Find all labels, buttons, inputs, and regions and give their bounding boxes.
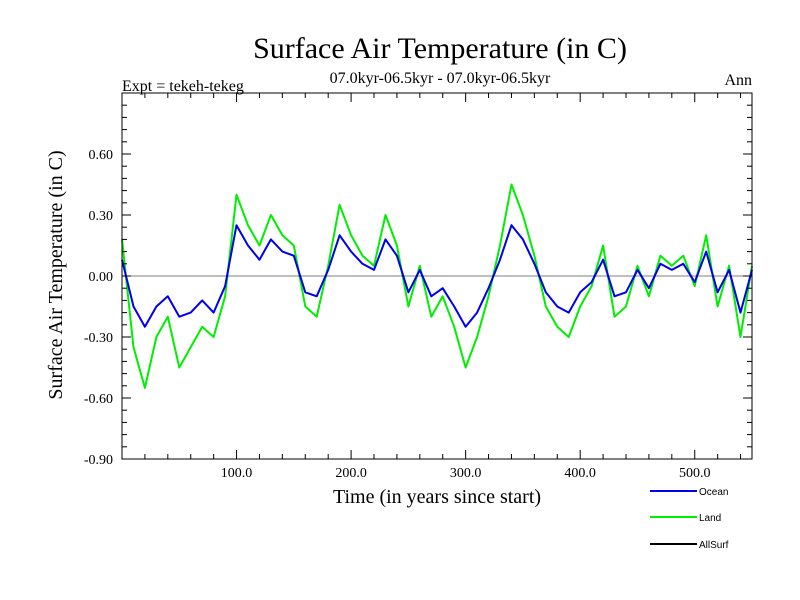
y-tick-label: 0.30 [89,209,114,224]
y-tick-label: 0.00 [89,270,114,285]
x-tick-label: 300.0 [450,466,482,481]
period-label: Ann [724,72,752,89]
chart-title: Surface Air Temperature (in C) [253,32,627,65]
legend-label-allsurf: AllSurf [699,540,729,551]
y-tick-label: -0.90 [84,453,113,468]
x-tick-label: 500.0 [679,466,711,481]
series-layer [121,183,753,389]
tick-layer: 100.0 200.0 300.0 400.0 500.0 -0.90 -0.60 -0.30… [84,93,752,481]
legend-label-land: Land [699,513,721,524]
chart-subtitle: 07.0kyr-06.5kyr - 07.0kyr-06.5kyr [330,70,551,87]
y-tick-label: -0.30 [84,331,113,346]
y-axis-label: Surface Air Temperature (in C) [45,150,67,399]
legend-label-ocean: Ocean [699,487,728,498]
legend: Ocean Land AllSurf [650,487,729,551]
x-axis-label: Time (in years since start) [333,486,541,508]
x-tick-label: 400.0 [564,466,596,481]
y-tick-label: -0.60 [84,392,113,407]
x-tick-label: 200.0 [335,466,367,481]
expt-label: Expt = tekeh-tekeg [122,78,244,95]
x-tick-label: 100.0 [221,466,253,481]
series-line-land [121,183,753,389]
y-tick-label: 0.60 [89,148,114,163]
